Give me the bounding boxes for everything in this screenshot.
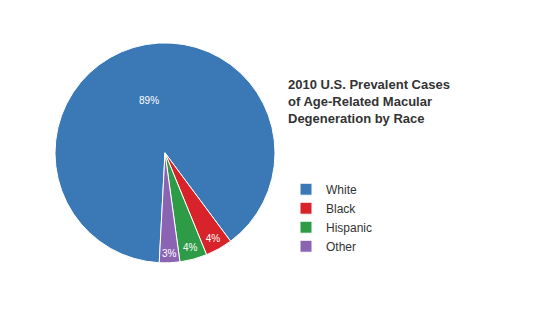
svg-text:White: White xyxy=(326,183,357,197)
svg-text:89%: 89% xyxy=(139,95,159,106)
svg-text:2010 U.S. Prevalent Casesof Ag: 2010 U.S. Prevalent Casesof Age-Related … xyxy=(288,77,450,126)
svg-text:Black: Black xyxy=(326,202,356,216)
svg-text:Hispanic: Hispanic xyxy=(326,221,372,235)
svg-text:4%: 4% xyxy=(206,233,221,244)
svg-text:4%: 4% xyxy=(183,242,198,253)
svg-text:Other: Other xyxy=(326,240,356,254)
svg-text:3%: 3% xyxy=(162,248,177,259)
